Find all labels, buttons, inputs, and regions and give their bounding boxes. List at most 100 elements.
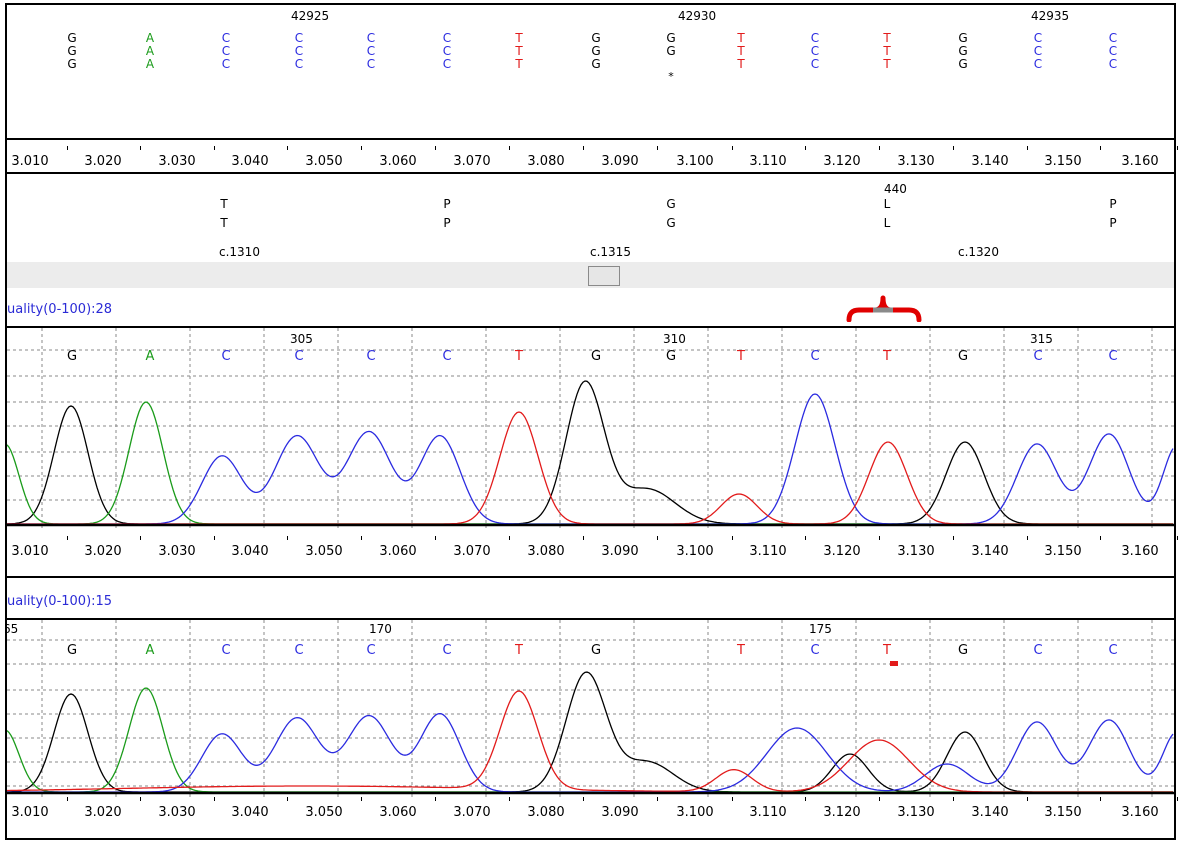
ruler-tick [657, 536, 658, 540]
ruler-tick [732, 797, 733, 801]
trace-position-label: 310 [663, 332, 686, 346]
trace-base-call: C [366, 349, 375, 364]
ref-base: T [877, 44, 897, 58]
ruler-tick [67, 146, 68, 150]
ruler-tick [287, 536, 288, 540]
scrollbar-thumb[interactable] [588, 266, 620, 286]
ruler-tick [67, 536, 68, 540]
trace-base-call: G [591, 643, 601, 658]
ref-base: A [140, 44, 160, 58]
trace-position-label: 170 [369, 622, 392, 636]
trace-base-call: C [221, 349, 230, 364]
ref-base: G [953, 44, 973, 58]
ruler-tick [435, 797, 436, 801]
ref-base: C [437, 57, 457, 71]
ref-base: C [805, 57, 825, 71]
ref-base: T [877, 57, 897, 71]
trace-position-label: 305 [290, 332, 313, 346]
ruler-tick [805, 146, 806, 150]
ruler-tick-label: 3.080 [527, 805, 564, 820]
ref-base: A [140, 57, 160, 71]
ruler-tick [657, 146, 658, 150]
trace-base-call: C [1108, 349, 1117, 364]
ref-base: C [289, 31, 309, 45]
trace-base-call: A [146, 643, 155, 658]
ref-base: C [805, 31, 825, 45]
ref-base: G [661, 44, 681, 58]
ref-base: G [62, 44, 82, 58]
ruler-tick-label: 3.020 [84, 805, 121, 820]
ruler-tick-label: 3.010 [11, 154, 48, 169]
ref-base: T [731, 44, 751, 58]
ruler-tick-label: 3.150 [1044, 805, 1081, 820]
trace-base-call: T [514, 643, 523, 658]
ruler-tick-label: 3.160 [1121, 544, 1158, 559]
ref-base: C [1103, 31, 1123, 45]
ruler-tick-label: 3.130 [897, 544, 934, 559]
ref-base: T [731, 31, 751, 45]
ruler-tick [879, 797, 880, 801]
amino-acid: G [661, 216, 681, 230]
ruler-tick-label: 3.040 [231, 544, 268, 559]
ruler-tick-label: 3.160 [1121, 154, 1158, 169]
ruler-tick-label: 3.110 [749, 805, 786, 820]
ruler-tick [879, 146, 880, 150]
trace-base-call: G [666, 349, 676, 364]
ruler-tick [435, 146, 436, 150]
ruler-tick-label: 3.080 [527, 154, 564, 169]
ruler-tick-label: 3.120 [823, 544, 860, 559]
trace2-quality-label: uality(0-100):15 [7, 594, 112, 609]
trace-base-call: C [1033, 349, 1042, 364]
trace2-chromatogram[interactable]: G A C C C C T G T C T G C C 65 170 175 [7, 620, 1174, 798]
ruler-tick-label: 3.160 [1121, 805, 1158, 820]
cdna-label: c.1310 [219, 245, 260, 259]
trace-base-call: C [810, 349, 819, 364]
ruler-tick [140, 536, 141, 540]
ruler-tick [361, 536, 362, 540]
trace-base-call: C [442, 349, 451, 364]
trace-base-call: T [882, 349, 891, 364]
ref-base: T [509, 57, 529, 71]
ruler-tick-label: 3.150 [1044, 154, 1081, 169]
ruler-tick-label: 3.140 [971, 154, 1008, 169]
trace-base-call: T [882, 643, 891, 658]
trace-position-label: 175 [809, 622, 832, 636]
panel-divider [7, 172, 1174, 174]
ref-base: G [953, 57, 973, 71]
ruler-tick-label: 3.110 [749, 544, 786, 559]
ruler-tick [879, 536, 880, 540]
trace-base-call: C [1033, 643, 1042, 658]
ruler-tick [1027, 146, 1028, 150]
ref-base: C [361, 57, 381, 71]
amino-acid: G [661, 197, 681, 211]
trace-base-call: T [736, 349, 745, 364]
ruler-tick-label: 3.070 [453, 805, 490, 820]
ref-base: T [731, 57, 751, 71]
cdna-label: c.1315 [590, 245, 631, 259]
ref-base: C [805, 44, 825, 58]
trace-green-channel [7, 688, 1173, 792]
ref-base: G [586, 57, 606, 71]
ref-base: G [953, 31, 973, 45]
ref-base: C [1103, 44, 1123, 58]
ruler-tick-label: 3.050 [305, 154, 342, 169]
ruler-tick-label: 3.030 [158, 805, 195, 820]
ruler-tick-label: 3.070 [453, 544, 490, 559]
ref-base: T [509, 44, 529, 58]
trace1-chromatogram[interactable]: G A C C C C T G G T C T G C C 305 310 315 [7, 328, 1174, 528]
trace-base-call: A [146, 349, 155, 364]
ruler-tick-label: 3.020 [84, 154, 121, 169]
ruler-tick-label: 3.010 [11, 805, 48, 820]
ruler-tick [361, 146, 362, 150]
ruler-tick-label: 3.060 [379, 544, 416, 559]
trace-base-call: C [1108, 643, 1117, 658]
highlight-bracket-icon [843, 290, 923, 322]
ruler-tick [953, 146, 954, 150]
ref-base: C [216, 44, 236, 58]
ref-base: C [289, 44, 309, 58]
ref-base: C [1028, 31, 1048, 45]
ref-base: C [1103, 57, 1123, 71]
ref-base: T [509, 31, 529, 45]
ruler-tick [509, 797, 510, 801]
